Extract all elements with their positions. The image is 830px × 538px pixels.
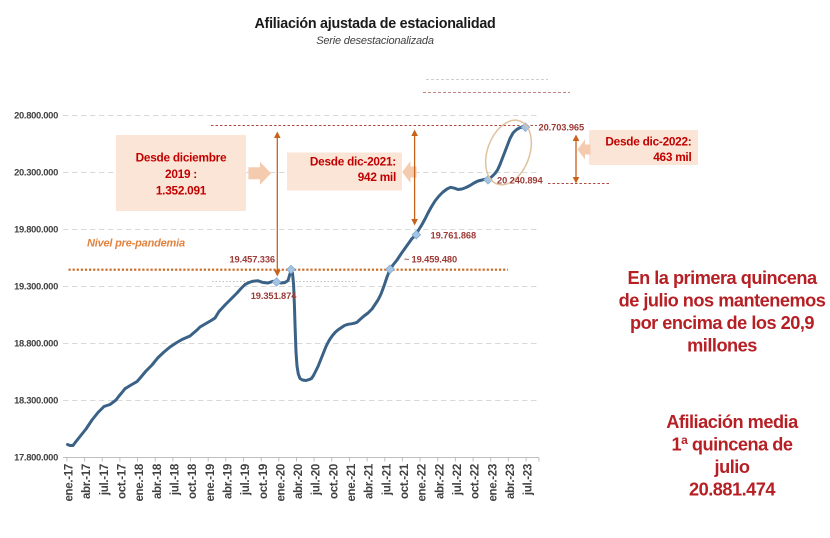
svg-text:19.800.000: 19.800.000 (14, 224, 58, 235)
svg-text:19.351.874: 19.351.874 (251, 291, 297, 301)
svg-text:Desde diciembre: Desde diciembre (136, 151, 227, 165)
svg-text:20.703.965: 20.703.965 (539, 123, 585, 133)
svg-text:oct.-21: oct.-21 (399, 463, 411, 499)
svg-text:millones: millones (687, 336, 757, 356)
svg-text:ene.-18: ene.-18 (134, 463, 146, 501)
svg-text:19.457.336: 19.457.336 (229, 255, 275, 265)
svg-text:oct.-20: oct.-20 (328, 464, 340, 499)
svg-text:942 mil: 942 mil (358, 170, 396, 184)
svg-text:20.800.000: 20.800.000 (14, 110, 58, 121)
svg-text:oct.-19: oct.-19 (258, 464, 270, 499)
svg-text:por encima de los 20,9: por encima de los 20,9 (630, 313, 814, 333)
svg-text:jul.-19: jul.-19 (240, 464, 252, 496)
svg-text:jul.-23: jul.-23 (523, 464, 535, 496)
svg-text:ene.-20: ene.-20 (275, 464, 287, 502)
svg-text:En la primera quincena: En la primera quincena (627, 268, 818, 288)
svg-text:20.300.000: 20.300.000 (14, 167, 58, 178)
svg-text:abr.-20: abr.-20 (293, 464, 305, 499)
svg-text:1ª quincena de: 1ª quincena de (671, 435, 792, 455)
svg-text:abr.-22: abr.-22 (434, 464, 446, 499)
svg-text:ene.-19: ene.-19 (205, 464, 217, 502)
svg-text:ene.-17: ene.-17 (64, 464, 76, 502)
svg-text:Afiliación ajustada de estacio: Afiliación ajustada de estacionalidad (254, 16, 495, 32)
svg-text:Nivel pre-pandemia: Nivel pre-pandemia (87, 238, 185, 250)
svg-text:oct.-18: oct.-18 (187, 463, 199, 499)
svg-text:17.800.000: 17.800.000 (14, 452, 58, 463)
svg-text:abr.-19: abr.-19 (222, 464, 234, 499)
svg-text:ene.-22: ene.-22 (417, 464, 429, 502)
svg-text:jul.-18: jul.-18 (170, 463, 182, 496)
svg-text:20.881.474: 20.881.474 (689, 480, 776, 500)
svg-text:de julio nos mantenemos: de julio nos mantenemos (619, 291, 826, 311)
svg-text:jul.-20: jul.-20 (311, 464, 323, 496)
svg-text:20 240.894: 20 240.894 (497, 176, 543, 186)
svg-text:jul.-17: jul.-17 (99, 464, 111, 496)
svg-text:abr.-17: abr.-17 (81, 464, 93, 499)
svg-text:abr.-18: abr.-18 (152, 463, 164, 499)
svg-text:1.352.091: 1.352.091 (156, 184, 207, 198)
svg-text:Desde dic-2021:: Desde dic-2021: (310, 155, 396, 169)
svg-text:ene.-21: ene.-21 (346, 463, 358, 501)
svg-text:ene.-23: ene.-23 (487, 464, 499, 502)
svg-text:abr.-21: abr.-21 (364, 463, 376, 499)
svg-text:463 mil: 463 mil (653, 150, 691, 164)
svg-text:jul.-21: jul.-21 (381, 463, 393, 496)
svg-text:Afiliación media: Afiliación media (666, 412, 799, 432)
svg-text:~19.459.480: ~19.459.480 (404, 255, 457, 265)
svg-text:oct.-17: oct.-17 (117, 464, 129, 499)
svg-text:abr.-23: abr.-23 (505, 464, 517, 499)
svg-text:2019 :: 2019 : (165, 167, 197, 181)
svg-text:19.761.868: 19.761.868 (431, 231, 477, 241)
svg-text:19.300.000: 19.300.000 (14, 281, 58, 292)
svg-text:18.300.000: 18.300.000 (14, 395, 58, 406)
svg-text:18.800.000: 18.800.000 (14, 338, 58, 349)
svg-text:julio: julio (714, 457, 750, 477)
svg-text:jul.-22: jul.-22 (452, 464, 464, 496)
svg-text:oct.-22: oct.-22 (470, 464, 482, 499)
svg-text:Desde dic-2022:: Desde dic-2022: (605, 135, 691, 149)
svg-text:Serie desestacionalizada: Serie desestacionalizada (316, 35, 434, 47)
